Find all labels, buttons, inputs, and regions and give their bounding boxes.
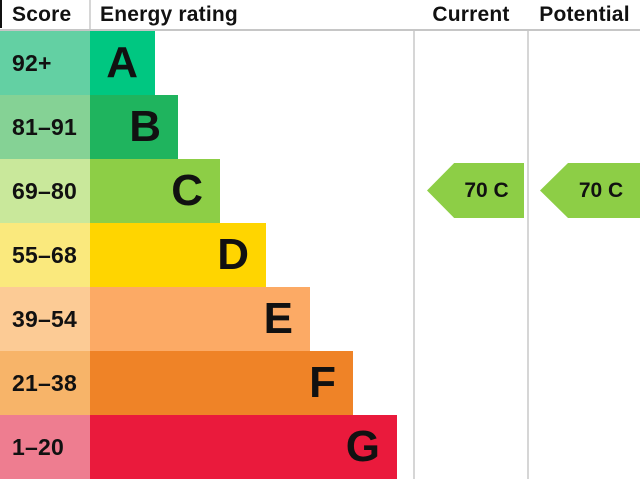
score-range-cell: 69–80 — [0, 159, 90, 223]
band-row-f: 21–38 F — [0, 351, 397, 415]
rating-letter: G — [345, 422, 380, 471]
header-score-divider — [89, 0, 91, 29]
current-column-divider — [413, 0, 415, 479]
rating-bar-b: B — [90, 95, 178, 159]
current-column-header: Current — [432, 3, 510, 26]
rating-bar-g: G — [90, 415, 397, 479]
score-range-cell: 39–54 — [0, 287, 90, 351]
current-rating-label: 70 C — [464, 178, 509, 202]
score-column-header: Score — [12, 3, 72, 26]
rating-letter: B — [129, 102, 161, 151]
score-range-cell: 21–38 — [0, 351, 90, 415]
rating-bar-d: D — [90, 223, 266, 287]
rating-bar-c: C — [90, 159, 220, 223]
band-row-g: 1–20 G — [0, 415, 397, 479]
score-range-cell: 55–68 — [0, 223, 90, 287]
score-range-cell: 92+ — [0, 31, 90, 95]
potential-rating-label: 70 C — [578, 178, 624, 202]
rating-letter: E — [263, 294, 293, 343]
rating-bar-a: A — [90, 31, 155, 95]
band-row-e: 39–54 E — [0, 287, 397, 351]
score-range-label: 81–91 — [12, 113, 77, 140]
score-range-label: 21–38 — [12, 369, 77, 396]
header-left-tick — [0, 0, 2, 28]
score-range-label: 39–54 — [12, 305, 77, 332]
potential-column-divider — [527, 0, 529, 479]
potential-column-header: Potential — [539, 3, 630, 26]
band-row-d: 55–68 D — [0, 223, 397, 287]
rating-letter: C — [171, 166, 203, 215]
band-rows: 92+ A 81–91 B 69–80 C 55–68 D 39–54 E 21… — [0, 31, 397, 479]
rating-bar-e: E — [90, 287, 310, 351]
energy-rating-column-header: Energy rating — [100, 3, 238, 26]
score-range-label: 55–68 — [12, 241, 77, 268]
score-range-cell: 1–20 — [0, 415, 90, 479]
rating-letter: A — [106, 38, 138, 87]
score-range-label: 69–80 — [12, 177, 77, 204]
rating-bar-f: F — [90, 351, 353, 415]
score-range-label: 1–20 — [12, 433, 64, 460]
score-range-cell: 81–91 — [0, 95, 90, 159]
potential-rating-arrow: 70 C — [540, 163, 640, 218]
chart-header: Score Energy rating Current Potential — [0, 0, 640, 31]
band-row-c: 69–80 C — [0, 159, 397, 223]
band-row-a: 92+ A — [0, 31, 397, 95]
rating-letter: D — [217, 230, 249, 279]
band-row-b: 81–91 B — [0, 95, 397, 159]
rating-letter: F — [309, 358, 336, 407]
current-rating-arrow: 70 C — [427, 163, 524, 218]
score-range-label: 92+ — [12, 49, 52, 76]
